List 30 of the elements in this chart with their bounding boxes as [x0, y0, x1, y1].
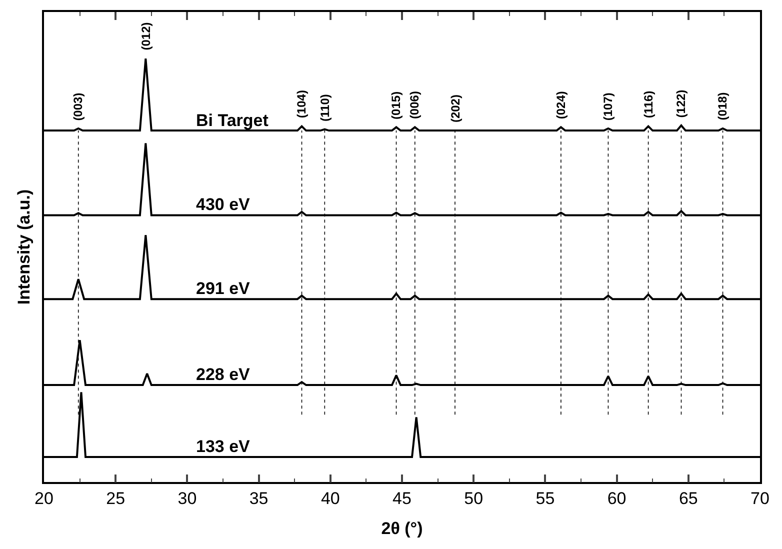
annotation: (122)	[674, 90, 688, 118]
x-tick-label: 50	[464, 489, 484, 508]
x-tick-label: 25	[106, 489, 126, 508]
annotation: (015)	[389, 91, 404, 120]
series-label: Bi Target	[196, 111, 269, 130]
x-tick-label: 30	[178, 489, 197, 508]
annotation: (116)	[641, 90, 656, 118]
annotation: (018)	[715, 92, 730, 120]
series-label: 291 eV	[196, 279, 251, 298]
annotation: (104)	[294, 90, 308, 118]
annotation: (003)	[70, 92, 85, 121]
x-tick-label: 45	[392, 489, 412, 508]
x-tick-label: 35	[249, 489, 268, 508]
annotation: (202)	[448, 94, 462, 123]
x-tick-label: 55	[536, 489, 555, 508]
x-tick-label: 40	[320, 489, 340, 508]
series-label: 430 eV	[196, 195, 251, 214]
x-tick-label: 20	[34, 489, 54, 508]
x-tick-label: 70	[750, 489, 770, 508]
annotation: (006)	[408, 91, 422, 120]
x-axis-title: 2θ (°)	[381, 519, 423, 538]
y-axis-title: Intensity (a.u.)	[14, 189, 34, 305]
annotation: (110)	[318, 94, 332, 122]
annotation: (024)	[554, 91, 568, 120]
x-tick-label: 65	[678, 489, 698, 508]
series-label: 133 eV	[196, 437, 251, 456]
x-tick-label: 60	[607, 489, 626, 508]
annotation: (107)	[600, 92, 615, 121]
annotation: (012)	[139, 22, 154, 50]
series-label: 228 eV	[196, 365, 251, 384]
